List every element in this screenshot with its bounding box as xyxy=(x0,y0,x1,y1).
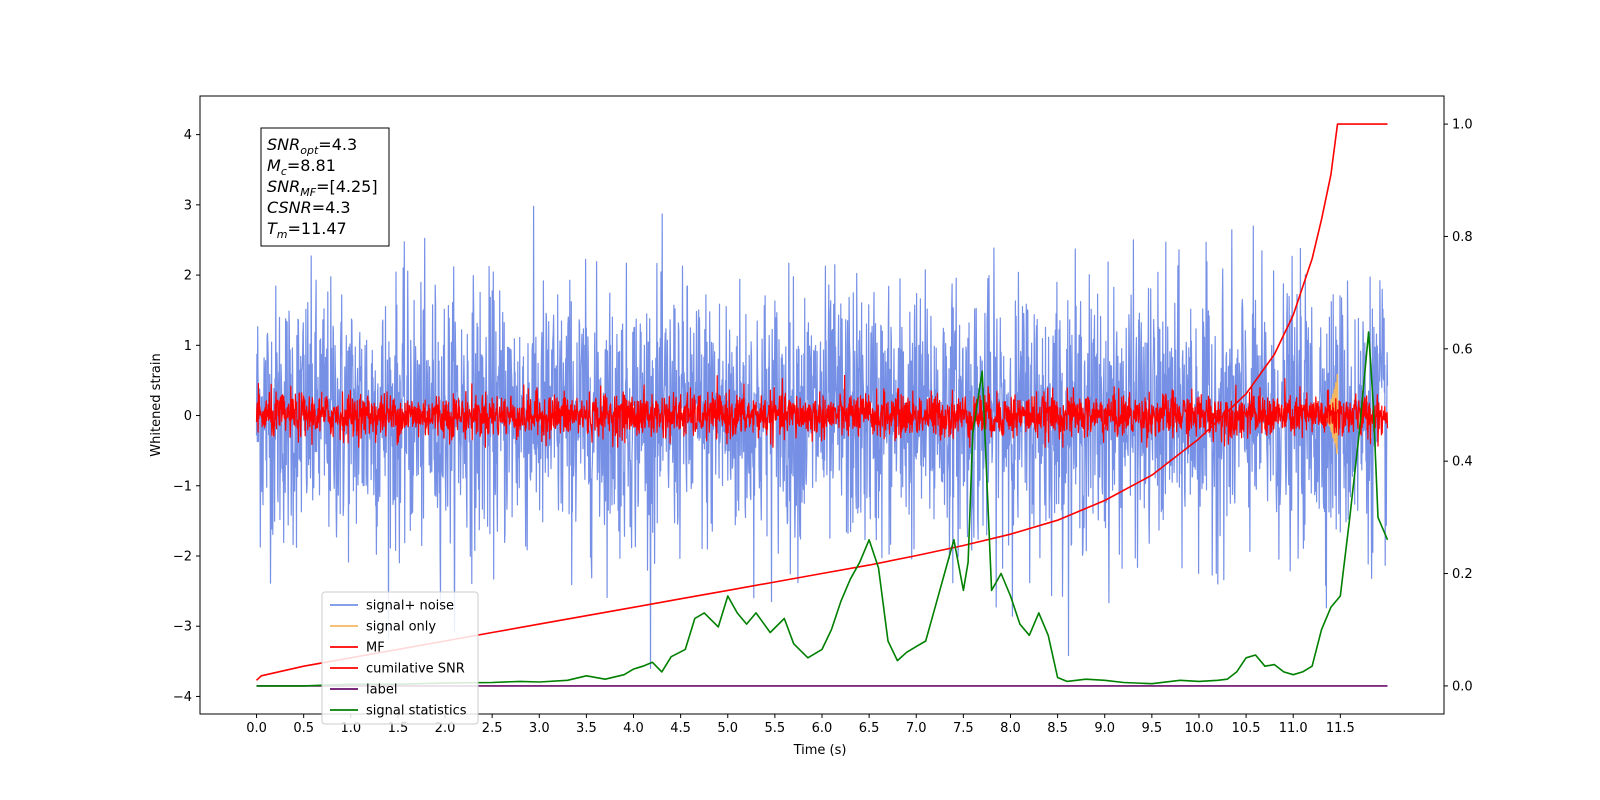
x-tick-label: 1.5 xyxy=(388,721,409,736)
x-tick-label: 11.0 xyxy=(1279,721,1308,736)
x-tick-label: 7.5 xyxy=(953,721,974,736)
legend-label: signal+ noise xyxy=(366,599,454,614)
x-axis-label: Time (s) xyxy=(793,743,847,758)
legend-label: signal statistics xyxy=(366,704,467,719)
x-tick-label: 1.0 xyxy=(340,721,361,736)
info-mc: Mc=8.81 xyxy=(267,156,336,178)
y-axis-label: Whitened strain xyxy=(149,353,164,456)
x-tick-label: 4.0 xyxy=(623,721,644,736)
y2-tick-label: 0.2 xyxy=(1452,567,1473,582)
x-tick-label: 0.5 xyxy=(293,721,314,736)
y-tick-label: 1 xyxy=(184,339,192,354)
x-tick-label: 8.0 xyxy=(1000,721,1021,736)
y2-tick-label: 0.4 xyxy=(1452,455,1473,470)
y2-tick-label: 0.6 xyxy=(1452,342,1473,357)
x-tick-label: 7.0 xyxy=(906,721,927,736)
y-tick-label: 3 xyxy=(184,198,192,213)
y-axis-right: 0.0 0.2 0.4 0.6 0.8 1.0 xyxy=(1444,118,1473,694)
info-snr-opt: SNRopt=4.3 xyxy=(267,135,357,157)
x-tick-label: 11.5 xyxy=(1326,721,1355,736)
x-tick-label: 5.5 xyxy=(765,721,786,736)
y-tick-label: 2 xyxy=(184,269,192,284)
series-line-mf xyxy=(255,374,1389,448)
y-axis-left: −4 −3 −2 −1 0 1 2 3 4 xyxy=(173,128,200,705)
legend-label: label xyxy=(366,683,397,698)
x-tick-label: 6.0 xyxy=(812,721,833,736)
x-tick-label: 9.0 xyxy=(1094,721,1115,736)
x-tick-label: 10.5 xyxy=(1232,721,1261,736)
x-tick-label: 3.5 xyxy=(576,721,597,736)
legend-label: cumilative SNR xyxy=(366,662,465,677)
y-tick-label: −4 xyxy=(173,690,192,705)
x-tick-label: 5.0 xyxy=(717,721,738,736)
y-tick-label: 0 xyxy=(184,409,192,424)
x-tick-label: 6.5 xyxy=(859,721,880,736)
x-tick-label: 4.5 xyxy=(670,721,691,736)
legend-label: MF xyxy=(366,641,385,656)
y2-tick-label: 0.0 xyxy=(1452,679,1473,694)
y-tick-label: −2 xyxy=(173,549,192,564)
y-tick-label: −1 xyxy=(173,479,192,494)
x-tick-label: 2.5 xyxy=(482,721,503,736)
x-axis: 0.0 0.5 1.0 1.5 2.0 2.5 3.0 3.5 4.0 4.5 5.0 5.5 6.0 6… xyxy=(246,714,1355,736)
x-tick-label: 0.0 xyxy=(246,721,267,736)
x-tick-label: 9.5 xyxy=(1142,721,1163,736)
y-tick-label: −3 xyxy=(173,620,192,635)
legend: signal+ noise signal only MF cumilative SNR… xyxy=(321,591,479,725)
y2-tick-label: 0.8 xyxy=(1452,230,1473,245)
y2-tick-label: 1.0 xyxy=(1452,118,1473,133)
x-tick-label: 3.0 xyxy=(529,721,550,736)
legend-label: signal only xyxy=(366,620,436,635)
y-tick-label: 4 xyxy=(184,128,192,143)
x-tick-label: 2.0 xyxy=(435,721,456,736)
x-tick-label: 8.5 xyxy=(1047,721,1068,736)
info-box: SNRopt=4.3 Mc=8.81 SNRMF=[4.25] CSNR=4.3… xyxy=(260,127,390,247)
x-tick-label: 10.0 xyxy=(1184,721,1213,736)
info-snr-mf: SNRMF=[4.25] xyxy=(267,177,378,199)
info-tm: Tm=11.47 xyxy=(267,219,347,241)
series-line-signal-statistics xyxy=(256,331,1389,687)
info-csnr: CSNR=4.3 xyxy=(267,198,351,217)
